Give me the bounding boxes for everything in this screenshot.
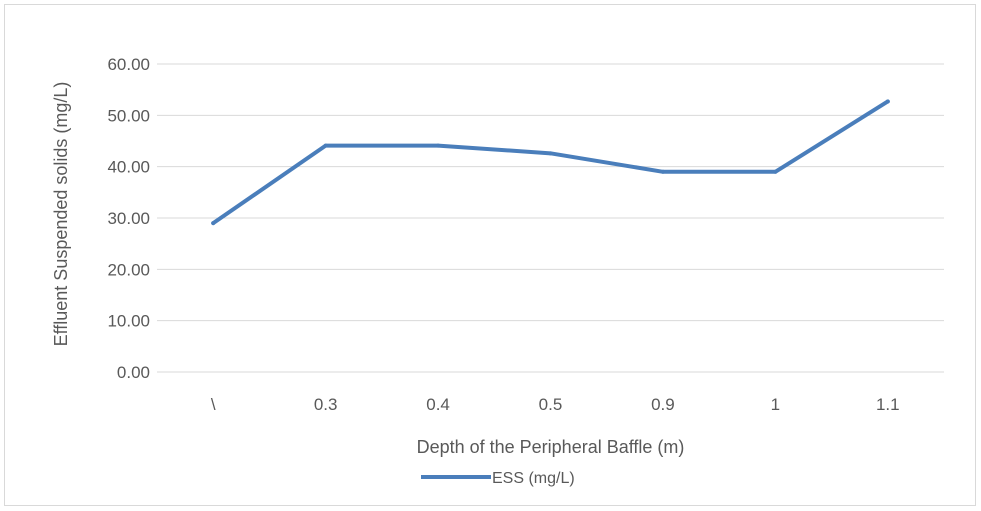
data-point xyxy=(548,151,553,156)
series-group xyxy=(211,99,890,226)
y-axis-title: Effluent Suspended solids (mg/L) xyxy=(51,82,71,347)
data-point xyxy=(323,143,328,148)
y-tick-label: 10.00 xyxy=(107,312,150,331)
x-axis-title: Depth of the Peripheral Baffle (m) xyxy=(417,437,685,457)
x-tick-label: 0.9 xyxy=(651,395,675,414)
y-axis-ticks: 0.00 10.00 20.00 30.00 40.00 50.00 60.00 xyxy=(107,55,150,382)
y-tick-label: 30.00 xyxy=(107,209,150,228)
x-tick-label: 0.4 xyxy=(426,395,450,414)
x-axis-ticks: \ 0.3 0.4 0.5 0.9 1 1.1 xyxy=(211,395,900,414)
x-tick-label: 1 xyxy=(771,395,780,414)
y-tick-label: 60.00 xyxy=(107,55,150,74)
x-tick-label: 1.1 xyxy=(876,395,900,414)
x-tick-label: 0.3 xyxy=(314,395,338,414)
gridlines xyxy=(157,63,944,322)
legend: ESS (mg/L) xyxy=(421,470,575,487)
x-tick-label: 0.5 xyxy=(539,395,563,414)
data-point xyxy=(660,169,665,174)
data-point xyxy=(885,99,890,104)
series-line xyxy=(211,99,890,226)
data-point xyxy=(773,169,778,174)
x-tick-label: \ xyxy=(211,395,216,414)
y-tick-label: 20.00 xyxy=(107,260,150,279)
y-tick-label: 40.00 xyxy=(107,158,150,177)
data-point xyxy=(211,221,216,226)
chart-frame xyxy=(4,4,976,506)
y-tick-label: 0.00 xyxy=(117,363,150,382)
legend-label: ESS (mg/L) xyxy=(492,470,575,487)
y-tick-label: 50.00 xyxy=(107,106,150,125)
data-point xyxy=(436,143,441,148)
